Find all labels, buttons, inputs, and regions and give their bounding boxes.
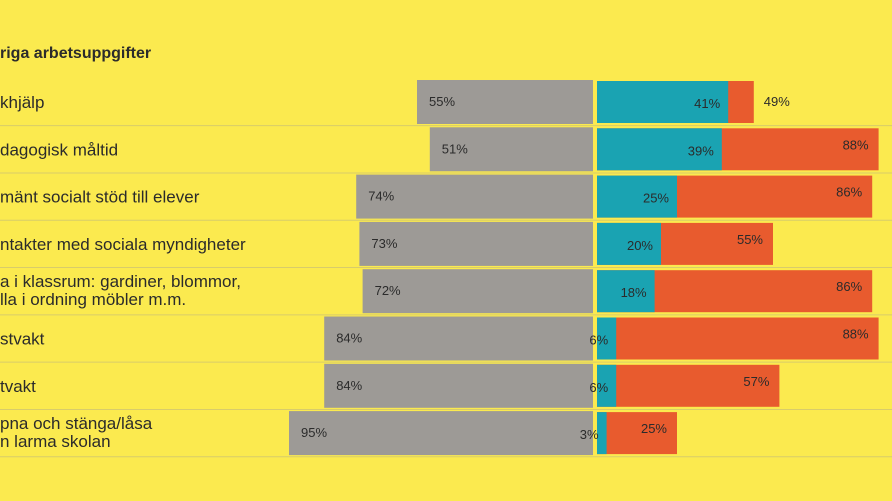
- data-label-grey: 84%: [336, 331, 362, 346]
- data-label-grey: 84%: [336, 378, 362, 393]
- row-label: pna och stänga/låsa n larma skolan: [0, 414, 153, 451]
- bar-teal: [597, 128, 722, 171]
- bar-teal: [597, 412, 607, 455]
- bar-teal: [597, 317, 617, 360]
- chart-rows: 55% 41% 49% khjälp 51% 39% 88% dagogisk måltid 7…: [0, 80, 892, 458]
- data-label-grey: 74%: [368, 189, 394, 204]
- bar-grey: [289, 411, 593, 456]
- data-label-orange: 49%: [764, 94, 790, 109]
- bar-teal: [597, 222, 661, 265]
- data-label-teal: 6%: [589, 380, 608, 395]
- data-label-teal: 6%: [589, 333, 608, 348]
- row-label: dagogisk måltid: [0, 140, 118, 159]
- data-label-orange: 25%: [641, 421, 667, 436]
- bar-orange: [597, 317, 879, 360]
- row-label: a i klassrum: gardiner, blommor, lla i or…: [0, 272, 241, 309]
- bar-orange: [597, 364, 780, 407]
- bar-orange: [597, 412, 677, 455]
- bar-grey: [359, 221, 593, 266]
- row-label: khjälp: [0, 93, 44, 112]
- data-label-teal: 25%: [643, 191, 669, 206]
- data-label-orange: 55%: [737, 232, 763, 247]
- data-label-orange: 57%: [743, 374, 769, 389]
- bar-grey: [429, 127, 593, 172]
- bar-grey: [362, 269, 593, 314]
- data-label-teal: 41%: [694, 96, 720, 111]
- row-label: stvakt: [0, 330, 45, 349]
- data-label-orange: 88%: [843, 137, 869, 152]
- data-label-grey: 72%: [375, 283, 401, 298]
- data-label-teal: 3%: [580, 427, 599, 442]
- data-label-grey: 55%: [429, 94, 455, 109]
- bar-grey: [324, 316, 593, 361]
- bar-teal: [597, 270, 655, 313]
- data-label-grey: 51%: [442, 141, 468, 156]
- data-label-orange: 86%: [836, 185, 862, 200]
- bar-teal: [597, 364, 617, 407]
- data-label-teal: 18%: [621, 285, 647, 300]
- row-label: mänt socialt stöd till elever: [0, 188, 200, 207]
- bar-grey: [417, 80, 593, 124]
- data-label-teal: 39%: [688, 143, 714, 158]
- data-label-teal: 20%: [627, 238, 653, 253]
- bar-grey: [356, 174, 593, 219]
- bar-teal: [597, 81, 729, 123]
- data-label-orange: 88%: [843, 327, 869, 342]
- row-label: ntakter med sociala myndigheter: [0, 235, 246, 254]
- chart-title: riga arbetsuppgifter: [0, 45, 151, 62]
- bar-grey: [324, 363, 593, 408]
- data-label-grey: 73%: [371, 236, 397, 251]
- bar-teal: [597, 175, 677, 218]
- data-label-grey: 95%: [301, 425, 327, 440]
- row-label: tvakt: [0, 377, 36, 396]
- data-label-orange: 86%: [836, 279, 862, 294]
